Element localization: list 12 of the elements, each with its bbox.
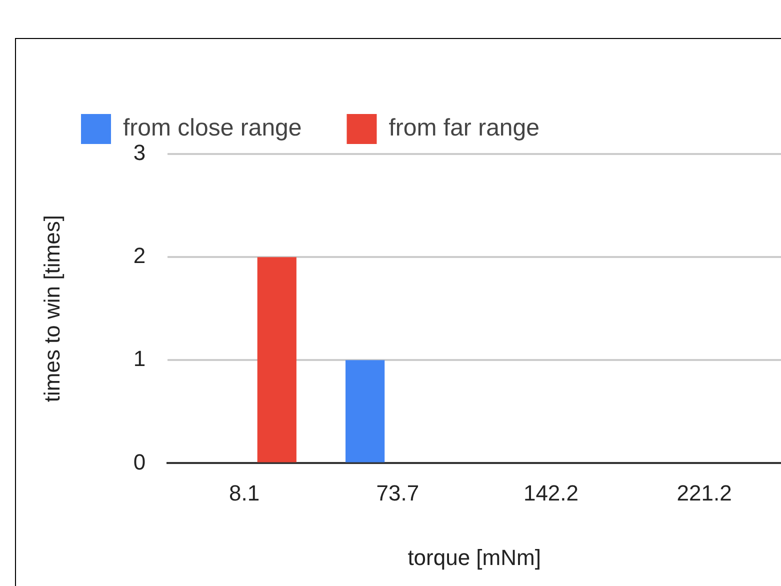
x-tick-label: 8.1 xyxy=(229,480,260,506)
x-tick-label: 221.2 xyxy=(676,480,732,506)
x-tick-label: 73.7 xyxy=(376,480,420,506)
y-tick-label: 2 xyxy=(133,243,146,268)
y-axis-title: times to win [times] xyxy=(39,215,64,402)
legend-label: from close range xyxy=(123,114,302,142)
y-tick-label: 1 xyxy=(133,346,146,372)
legend-label: from far range xyxy=(388,114,540,142)
y-tick-label: 3 xyxy=(133,140,146,166)
x-axis-title: torque [mNm] xyxy=(408,544,541,570)
y-tick-label: 0 xyxy=(133,449,146,474)
x-tick-label: 142.2 xyxy=(523,480,579,506)
